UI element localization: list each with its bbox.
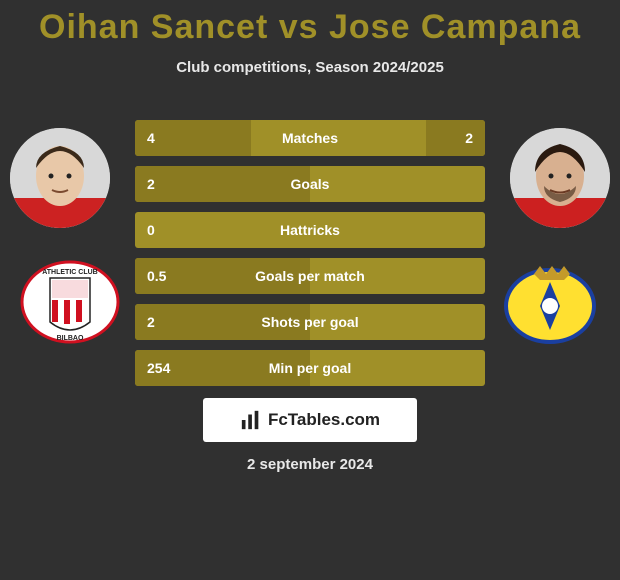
badge-text: FcTables.com bbox=[268, 410, 380, 430]
club-left-crest: ATHLETIC CLUB BILBAO bbox=[20, 260, 120, 345]
stat-bar: 42Matches bbox=[135, 120, 485, 156]
stat-label: Goals per match bbox=[135, 268, 485, 284]
las-palmas-crest-icon bbox=[500, 260, 600, 345]
stat-label: Hattricks bbox=[135, 222, 485, 238]
svg-text:BILBAO: BILBAO bbox=[57, 335, 84, 342]
stat-bar: 2Shots per goal bbox=[135, 304, 485, 340]
stat-bar: 254Min per goal bbox=[135, 350, 485, 386]
fctables-badge: FcTables.com bbox=[203, 398, 417, 442]
stat-bar: 0Hattricks bbox=[135, 212, 485, 248]
player-right-avatar bbox=[510, 128, 610, 228]
stat-bar: 0.5Goals per match bbox=[135, 258, 485, 294]
stat-label: Matches bbox=[135, 130, 485, 146]
bars-icon bbox=[240, 409, 262, 431]
stat-bar: 2Goals bbox=[135, 166, 485, 202]
comparison-bars: 42Matches 2Goals 0Hattricks 0.5Goals per ma… bbox=[135, 120, 485, 396]
stat-label: Shots per goal bbox=[135, 314, 485, 330]
player-left-face-icon bbox=[10, 128, 110, 228]
page-title: Oihan Sancet vs Jose Campana bbox=[0, 0, 620, 47]
svg-text:ATHLETIC CLUB: ATHLETIC CLUB bbox=[42, 269, 97, 276]
stat-label: Goals bbox=[135, 176, 485, 192]
snapshot-date: 2 september 2024 bbox=[0, 456, 620, 473]
player-right-face-icon bbox=[510, 128, 610, 228]
club-right-crest bbox=[500, 260, 600, 345]
player-left-avatar bbox=[10, 128, 110, 228]
subtitle: Club competitions, Season 2024/2025 bbox=[0, 59, 620, 76]
stat-label: Min per goal bbox=[135, 360, 485, 376]
athletic-bilbao-crest-icon: ATHLETIC CLUB BILBAO bbox=[20, 260, 120, 345]
